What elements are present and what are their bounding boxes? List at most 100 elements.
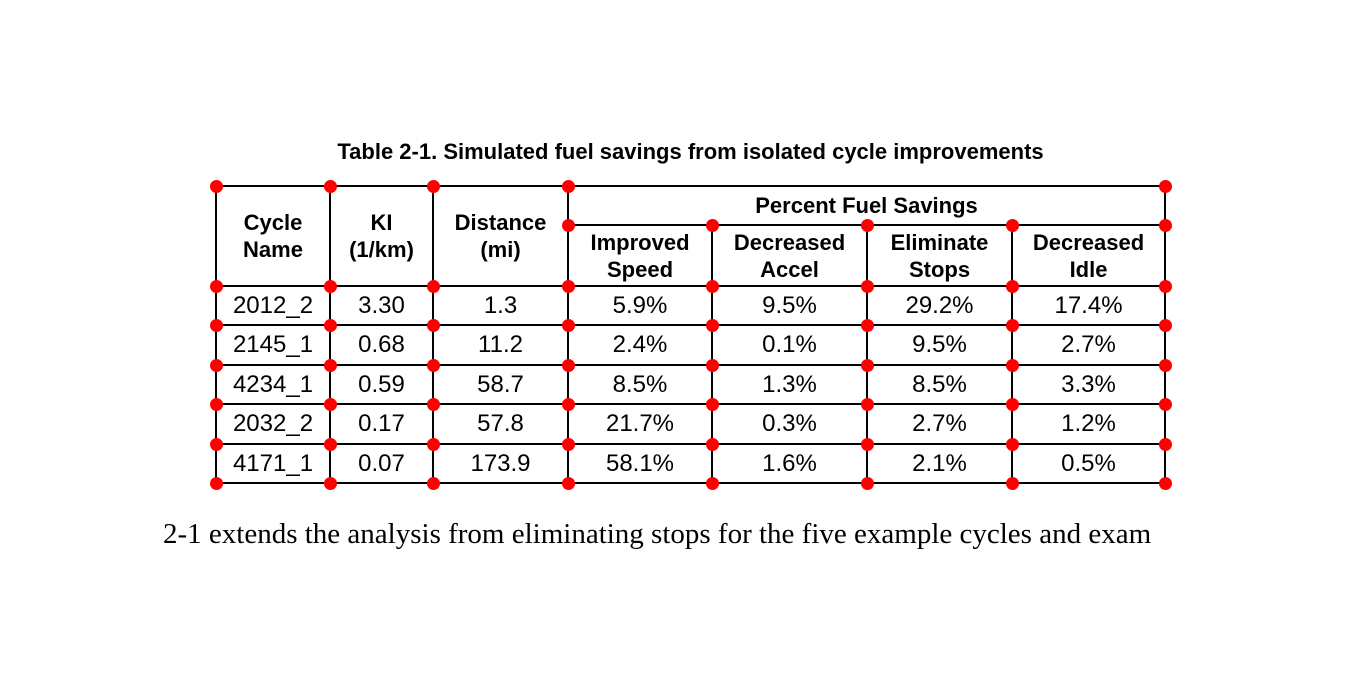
- red-dot-marker: [706, 319, 719, 332]
- table-row: 4171_1 0.07 173.9 58.1% 1.6% 2.1% 0.5%: [215, 443, 1167, 484]
- red-dot-marker: [324, 359, 337, 372]
- red-dot-marker: [1159, 219, 1172, 232]
- table-row: 2145_1 0.68 11.2 2.4% 0.1% 9.5% 2.7%: [215, 324, 1167, 366]
- cell-improved-speed: 5.9%: [567, 285, 713, 326]
- red-dot-marker: [706, 280, 719, 293]
- cell-ki: 0.59: [329, 364, 434, 405]
- red-dot-marker: [1159, 438, 1172, 451]
- red-dot-marker: [427, 319, 440, 332]
- cell-ki: 0.17: [329, 403, 434, 445]
- red-dot-marker: [210, 438, 223, 451]
- cell-cycle-name: 4234_1: [215, 364, 331, 405]
- red-dot-marker: [706, 219, 719, 232]
- red-dot-marker: [1159, 180, 1172, 193]
- cell-decreased-idle: 0.5%: [1010, 443, 1167, 484]
- red-dot-marker: [1159, 359, 1172, 372]
- cell-decreased-idle: 3.3%: [1010, 364, 1167, 405]
- table-row: 2012_2 3.30 1.3 5.9% 9.5% 29.2% 17.4%: [215, 285, 1167, 326]
- red-dot-marker: [324, 180, 337, 193]
- fuel-savings-table: Cycle Name KI (1/km) Distance (mi) Perce…: [215, 185, 1167, 484]
- red-dot-marker: [861, 219, 874, 232]
- cell-distance: 57.8: [432, 403, 569, 445]
- red-dot-marker: [706, 477, 719, 490]
- red-dot-marker: [861, 438, 874, 451]
- cell-decreased-idle: 2.7%: [1010, 324, 1167, 366]
- cell-distance: 1.3: [432, 285, 569, 326]
- cell-decreased-accel: 0.3%: [711, 403, 868, 445]
- red-dot-marker: [210, 359, 223, 372]
- cell-decreased-idle: 17.4%: [1010, 285, 1167, 326]
- col-header-cycle-name: Cycle Name: [215, 185, 331, 287]
- red-dot-marker: [324, 280, 337, 293]
- red-dot-marker: [706, 438, 719, 451]
- red-dot-marker: [1006, 438, 1019, 451]
- body-text-line: e2-1 extends the analysis from eliminati…: [151, 518, 1151, 551]
- body-text: 2-1 extends the analysis from eliminatin…: [163, 518, 1152, 550]
- cell-distance: 11.2: [432, 324, 569, 366]
- cell-improved-speed: 2.4%: [567, 324, 713, 366]
- red-dot-marker: [861, 280, 874, 293]
- red-dot-marker: [1006, 319, 1019, 332]
- red-dot-marker: [324, 438, 337, 451]
- cell-improved-speed: 21.7%: [567, 403, 713, 445]
- red-dot-marker: [1006, 359, 1019, 372]
- red-dot-marker: [210, 398, 223, 411]
- cell-decreased-accel: 0.1%: [711, 324, 868, 366]
- red-dot-marker: [427, 438, 440, 451]
- red-dot-marker: [427, 180, 440, 193]
- red-dot-marker: [324, 398, 337, 411]
- red-dot-marker: [1006, 398, 1019, 411]
- header-row-group: Cycle Name KI (1/km) Distance (mi) Perce…: [215, 185, 1167, 287]
- col-header-improved-speed: Improved Speed: [567, 224, 713, 287]
- red-dot-marker: [1159, 319, 1172, 332]
- header-row-sub: Improved Speed Decreased Accel Eliminate…: [216, 224, 1167, 287]
- red-dot-marker: [861, 398, 874, 411]
- red-dot-marker: [706, 359, 719, 372]
- red-dot-marker: [427, 280, 440, 293]
- red-dot-marker: [861, 477, 874, 490]
- red-dot-marker: [427, 477, 440, 490]
- cell-eliminate-stops: 2.1%: [866, 443, 1013, 484]
- cell-improved-speed: 8.5%: [567, 364, 713, 405]
- red-dot-marker: [1006, 219, 1019, 232]
- red-dot-marker: [562, 359, 575, 372]
- red-dot-marker: [1159, 280, 1172, 293]
- red-dot-marker: [427, 398, 440, 411]
- cell-cycle-name: 2012_2: [215, 285, 331, 326]
- red-dot-marker: [1159, 477, 1172, 490]
- red-dot-marker: [562, 398, 575, 411]
- red-dot-marker: [562, 180, 575, 193]
- red-dot-marker: [562, 319, 575, 332]
- red-dot-marker: [562, 438, 575, 451]
- red-dot-marker: [1006, 477, 1019, 490]
- cell-distance: 173.9: [432, 443, 569, 484]
- cell-cycle-name: 4171_1: [215, 443, 331, 484]
- cell-improved-speed: 58.1%: [567, 443, 713, 484]
- cell-decreased-accel: 1.6%: [711, 443, 868, 484]
- red-dot-marker: [861, 319, 874, 332]
- red-dot-marker: [706, 398, 719, 411]
- col-header-decreased-accel: Decreased Accel: [711, 224, 868, 287]
- red-dot-marker: [210, 319, 223, 332]
- cell-decreased-idle: 1.2%: [1010, 403, 1167, 445]
- red-dot-marker: [324, 477, 337, 490]
- red-dot-marker: [1006, 280, 1019, 293]
- cell-decreased-accel: 9.5%: [711, 285, 868, 326]
- cell-eliminate-stops: 9.5%: [866, 324, 1013, 366]
- red-dot-marker: [861, 359, 874, 372]
- cell-decreased-accel: 1.3%: [711, 364, 868, 405]
- cell-ki: 0.07: [329, 443, 434, 484]
- cell-eliminate-stops: 8.5%: [866, 364, 1013, 405]
- red-dot-marker: [562, 219, 575, 232]
- red-dot-marker: [427, 359, 440, 372]
- cell-distance: 58.7: [432, 364, 569, 405]
- red-dot-marker: [210, 477, 223, 490]
- col-header-ki: KI (1/km): [329, 185, 434, 287]
- red-dot-marker: [210, 180, 223, 193]
- table-caption: Table 2-1. Simulated fuel savings from i…: [337, 139, 1044, 164]
- cell-cycle-name: 2145_1: [215, 324, 331, 366]
- cell-eliminate-stops: 29.2%: [866, 285, 1013, 326]
- col-header-eliminate-stops: Eliminate Stops: [866, 224, 1013, 287]
- red-dot-marker: [562, 280, 575, 293]
